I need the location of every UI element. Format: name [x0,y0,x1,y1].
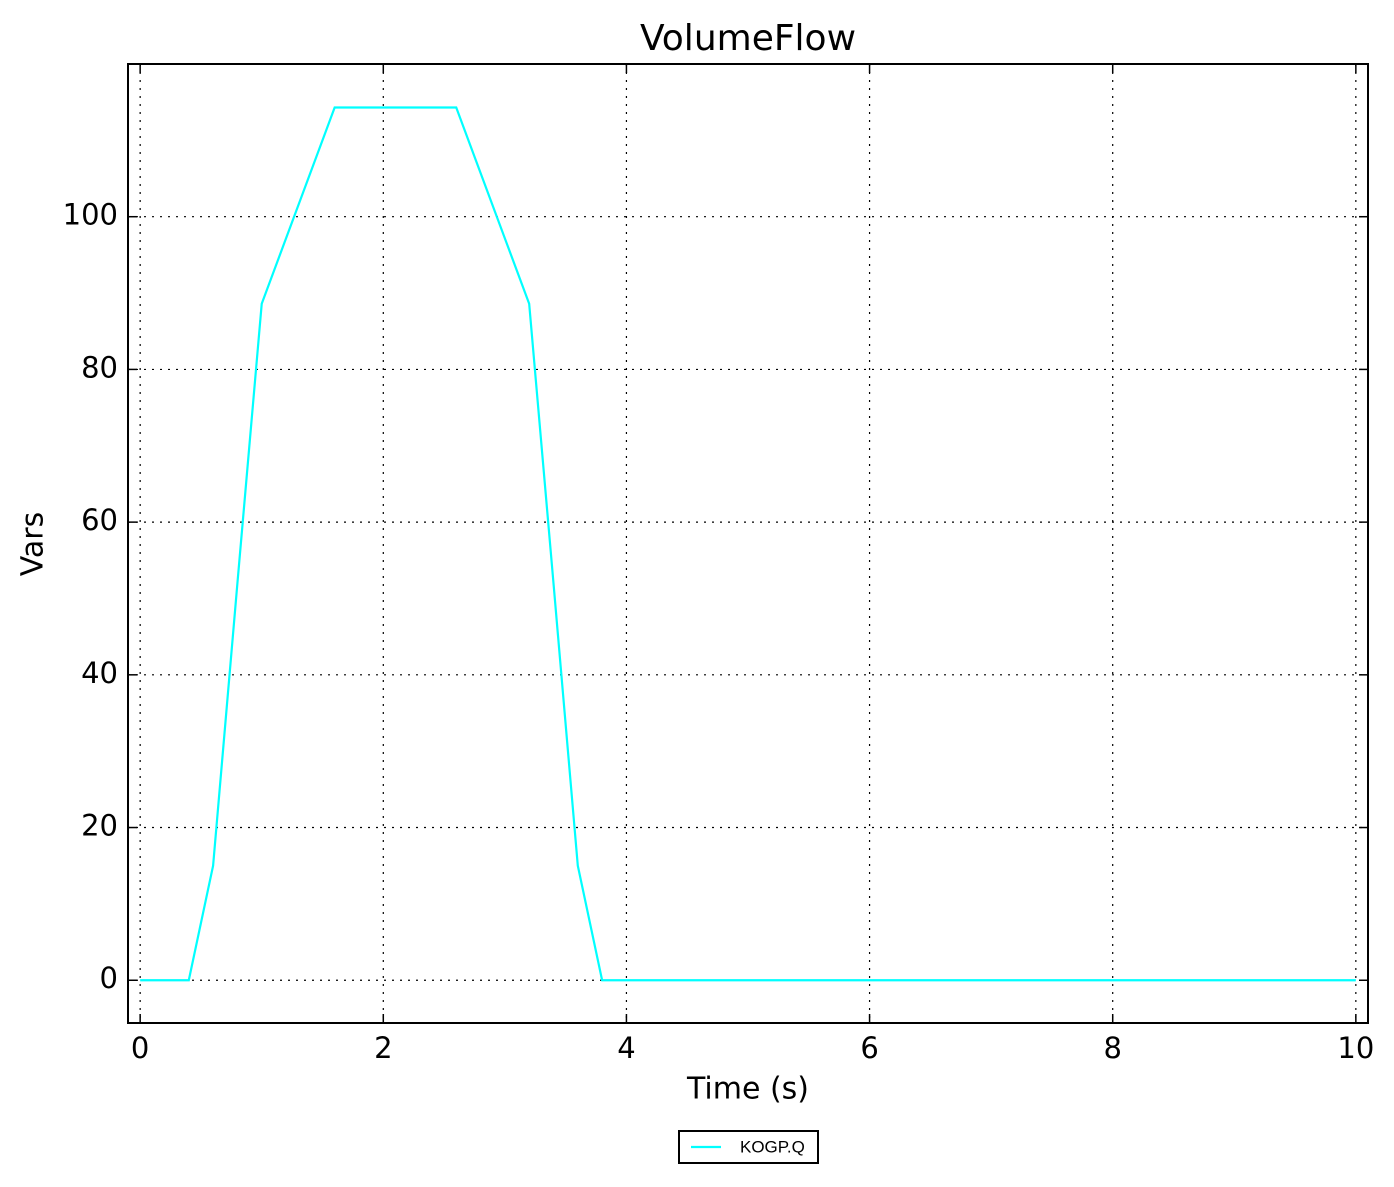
y-tick-label: 0 [100,961,118,995]
legend-label: KOGP.Q [740,1137,805,1156]
y-tick-label: 60 [81,503,118,537]
y-tick-label: 80 [81,350,118,384]
x-tick-label: 0 [131,1031,149,1065]
x-tick-label: 10 [1337,1031,1374,1065]
plot-frame [127,63,1369,1024]
x-axis-label: Time (s) [686,1072,809,1107]
x-tick-label: 6 [860,1031,878,1065]
y-tick-label: 20 [81,809,118,843]
y-tick-label: 40 [81,656,118,690]
chart-title: VolumeFlow [640,18,856,59]
line-series [140,106,1356,982]
x-tick-label: 8 [1103,1031,1121,1065]
x-tick-label: 2 [374,1031,392,1065]
y-axis-label: Vars [16,512,51,577]
x-tick-label: 4 [617,1031,635,1065]
y-tick-label: 100 [63,198,118,232]
